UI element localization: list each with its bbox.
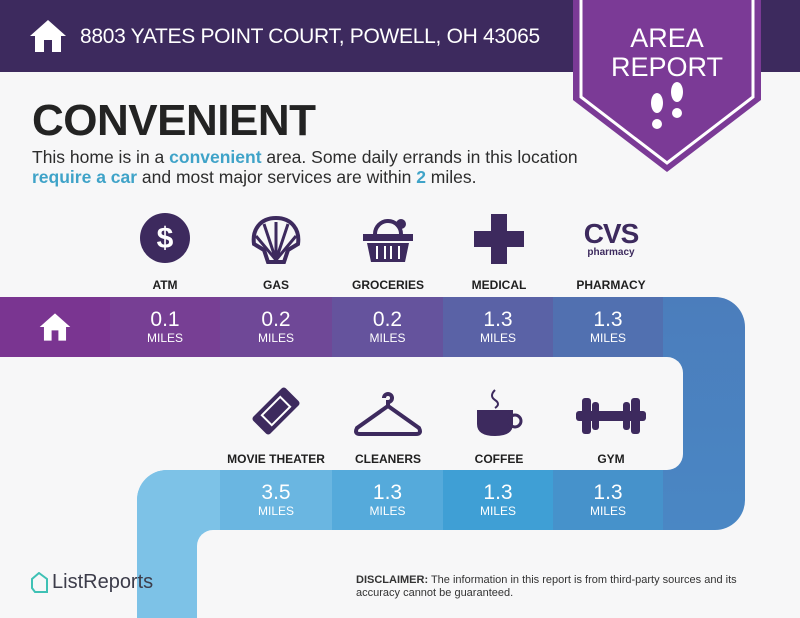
- category-gas: GAS: [220, 212, 332, 292]
- home-icon: [30, 20, 66, 52]
- distance-cell-coffee: 1.3 MILES: [443, 470, 553, 530]
- page-title: CONVENIENT: [32, 96, 316, 145]
- listreports-logo: ListReports: [30, 571, 153, 594]
- listreports-logo-icon: [31, 571, 48, 593]
- category-gym: GYM: [555, 386, 667, 466]
- summary-text: This home is in a convenient area. Some …: [32, 147, 578, 187]
- route-inner-gap-bottom: [197, 530, 800, 618]
- property-address: 8803 YATES POINT COURT, POWELL, OH 43065: [80, 25, 540, 48]
- category-cleaners: CLEANERS: [332, 386, 444, 466]
- distance-cell-cleaners: 1.3 MILES: [332, 470, 443, 530]
- distance-cell-atm: 0.1 MILES: [110, 297, 220, 357]
- route-row-2: 3.5 MILES 1.3 MILES 1.3 MILES 1.3 MILES: [220, 470, 663, 530]
- coffee-icon: [477, 389, 523, 436]
- category-atm: $ ATM: [109, 212, 221, 292]
- category-medical: MEDICAL: [443, 212, 555, 292]
- distance-cell-movie-theater: 3.5 MILES: [220, 470, 332, 530]
- home-cell: [0, 297, 110, 357]
- distance-cell-groceries: 0.2 MILES: [332, 297, 443, 357]
- footprints-icon: [651, 82, 683, 129]
- distance-cell-gym: 1.3 MILES: [553, 470, 663, 530]
- shell-icon: [251, 216, 301, 264]
- route-corner: [137, 470, 220, 530]
- distance-cell-gas: 0.2 MILES: [220, 297, 332, 357]
- route-inner-gap: [0, 357, 683, 470]
- distance-cell-pharmacy: 1.3 MILES: [553, 297, 663, 357]
- cvs-logo: CVS pharmacy: [583, 218, 640, 258]
- category-coffee: COFFEE: [443, 386, 555, 466]
- route-row-1: 0.1 MILES 0.2 MILES 0.2 MILES 1.3 MILES 1.3 M…: [0, 297, 663, 357]
- home-icon: [39, 313, 71, 341]
- area-report-badge: [573, 0, 761, 172]
- dollar-icon: $: [140, 213, 190, 263]
- badge-title: AREA REPORT: [610, 23, 724, 82]
- hanger-icon: [354, 392, 422, 436]
- distance-cell-medical: 1.3 MILES: [443, 297, 553, 357]
- basket-icon: [363, 219, 413, 262]
- ticket-icon: [252, 387, 300, 435]
- disclaimer: DISCLAIMER: The information in this repo…: [356, 574, 737, 599]
- medical-cross-icon: [474, 214, 524, 264]
- svg-text:$: $: [157, 222, 174, 255]
- category-groceries: GROCERIES: [332, 212, 444, 292]
- dumbbell-icon: [576, 398, 646, 434]
- category-movie-theater: MOVIE THEATER: [220, 386, 332, 466]
- category-pharmacy: CVS pharmacy PHARMACY: [555, 212, 667, 293]
